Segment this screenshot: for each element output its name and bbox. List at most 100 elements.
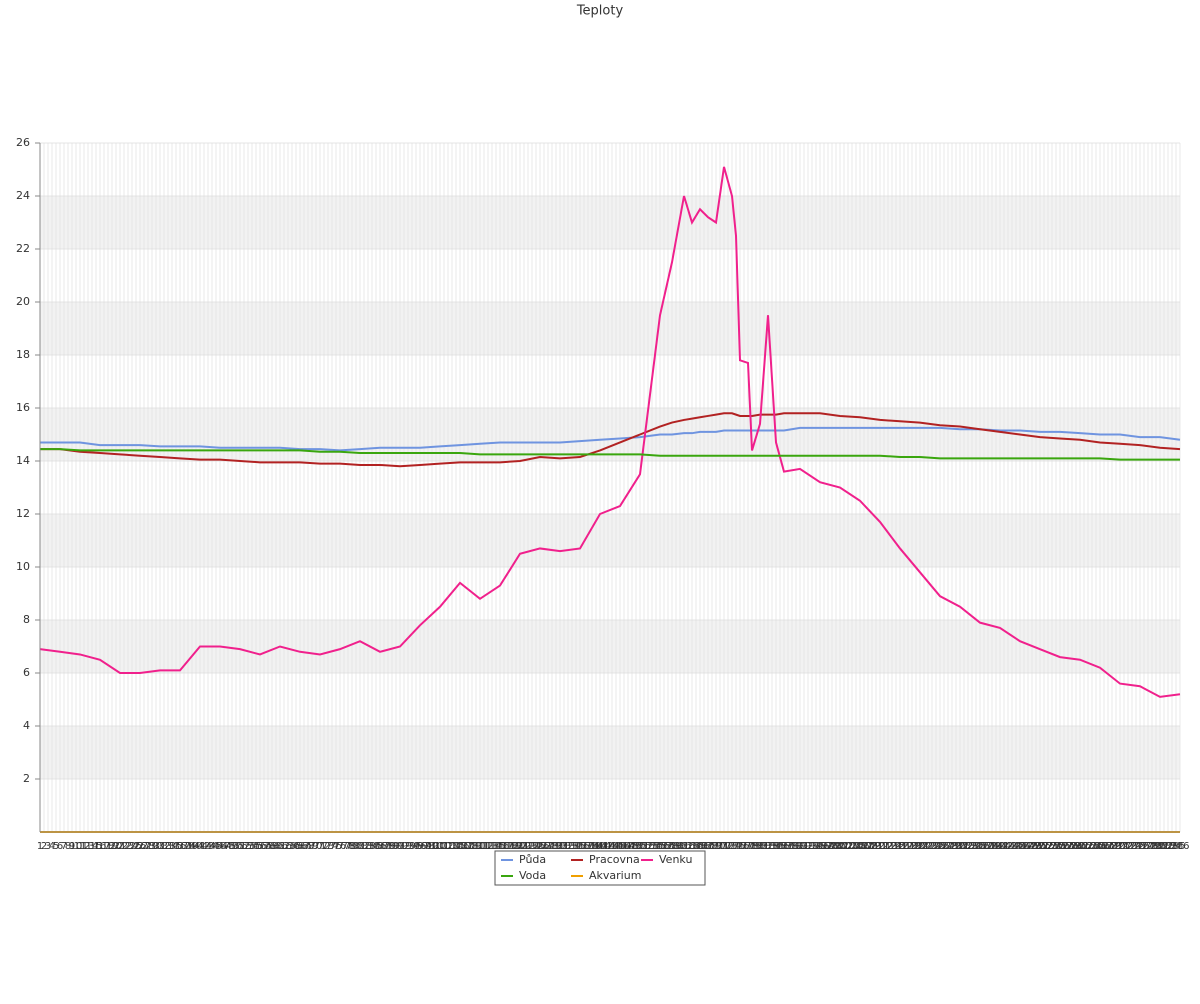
x-tick-label: 120 xyxy=(506,841,525,852)
x-tick-label: 231 xyxy=(950,841,969,852)
x-tick-label: 14 xyxy=(86,841,99,852)
x-tick-label: 82 xyxy=(358,841,371,852)
x-tick-label: 88 xyxy=(382,841,395,852)
x-tick-label: 149 xyxy=(622,841,641,852)
legend-label: Voda xyxy=(519,869,546,882)
x-tick-label: 239 xyxy=(982,841,1001,852)
x-tick-label: 99 xyxy=(426,841,439,852)
x-tick-label: 146 xyxy=(610,841,629,852)
x-tick-label: 102 xyxy=(434,841,453,852)
x-tick-label: 248 xyxy=(1018,841,1037,852)
x-tick-label: 7 xyxy=(61,841,67,852)
x-tick-label: 26 xyxy=(134,841,147,852)
x-tick-label: 270 xyxy=(1106,841,1125,852)
x-tick-label: 190 xyxy=(786,841,805,852)
x-tick-label: 124 xyxy=(522,841,541,852)
x-tick-label: 18 xyxy=(102,841,115,852)
x-tick-label: 135 xyxy=(566,841,585,852)
x-tick-label: 194 xyxy=(802,841,821,852)
x-tick-label: 242 xyxy=(994,841,1013,852)
x-tick-label: 9 xyxy=(69,841,75,852)
x-tick-label: 192 xyxy=(794,841,813,852)
x-tick-label: 4 xyxy=(49,841,55,852)
x-tick-label: 203 xyxy=(838,841,857,852)
x-tick-label: 180 xyxy=(746,841,765,852)
x-tick-label: 103 xyxy=(438,841,457,852)
x-tick-label: 16 xyxy=(94,841,107,852)
x-tick-label: 218 xyxy=(898,841,917,852)
x-tick-label: 48 xyxy=(222,841,235,852)
x-tick-label: 201 xyxy=(830,841,849,852)
grid-band xyxy=(40,726,1180,779)
x-tick-label: 224 xyxy=(922,841,941,852)
x-tick-label: 27 xyxy=(138,841,151,852)
x-tick-label: 187 xyxy=(774,841,793,852)
x-tick-label: 66 xyxy=(294,841,307,852)
x-tick-label: 268 xyxy=(1098,841,1117,852)
x-tick-label: 282 xyxy=(1154,841,1173,852)
x-tick-label: 151 xyxy=(630,841,649,852)
x-tick-label: 142 xyxy=(594,841,613,852)
x-tick-label: 265 xyxy=(1086,841,1105,852)
x-tick-label: 129 xyxy=(542,841,561,852)
x-tick-label: 127 xyxy=(534,841,553,852)
x-tick-label: 59 xyxy=(266,841,279,852)
legend-label: Půda xyxy=(519,853,546,866)
x-tick-label: 114 xyxy=(482,841,501,852)
grid-band xyxy=(40,196,1180,249)
x-tick-label: 8 xyxy=(65,841,71,852)
x-tick-label: 141 xyxy=(590,841,609,852)
x-tick-label: 105 xyxy=(446,841,465,852)
x-tick-label: 39 xyxy=(186,841,199,852)
x-tick-label: 275 xyxy=(1126,841,1145,852)
x-tick-label: 173 xyxy=(718,841,737,852)
x-tick-label: 95 xyxy=(410,841,423,852)
x-tick-label: 91 xyxy=(394,841,407,852)
x-tick-label: 148 xyxy=(618,841,637,852)
x-tick-label: 235 xyxy=(966,841,985,852)
x-tick-label: 47 xyxy=(218,841,231,852)
x-tick-label: 246 xyxy=(1010,841,1029,852)
legend-label: Venku xyxy=(659,853,692,866)
x-tick-label: 236 xyxy=(970,841,989,852)
x-tick-label: 86 xyxy=(374,841,387,852)
x-tick-label: 29 xyxy=(146,841,159,852)
x-tick-label: 266 xyxy=(1090,841,1109,852)
x-tick-label: 225 xyxy=(926,841,945,852)
x-tick-label: 78 xyxy=(342,841,355,852)
x-tick-label: 256 xyxy=(1050,841,1069,852)
x-tick-label: 238 xyxy=(978,841,997,852)
x-tick-label: 264 xyxy=(1082,841,1101,852)
x-tick-label: 55 xyxy=(250,841,263,852)
x-tick-label: 276 xyxy=(1130,841,1149,852)
x-tick-label: 171 xyxy=(710,841,729,852)
x-tick-label: 139 xyxy=(582,841,601,852)
grid-band xyxy=(40,620,1180,673)
x-tick-label: 54 xyxy=(246,841,259,852)
x-tick-label: 119 xyxy=(502,841,521,852)
x-tick-label: 226 xyxy=(930,841,949,852)
x-tick-label: 38 xyxy=(182,841,195,852)
legend-label: Akvarium xyxy=(589,869,641,882)
x-tick-label: 128 xyxy=(538,841,557,852)
x-tick-label: 214 xyxy=(882,841,901,852)
x-tick-label: 152 xyxy=(634,841,653,852)
grid-band xyxy=(40,408,1180,461)
x-tick-label: 181 xyxy=(750,841,769,852)
x-tick-label: 116 xyxy=(490,841,509,852)
x-tick-label: 227 xyxy=(934,841,953,852)
x-tick-label: 208 xyxy=(858,841,877,852)
x-tick-label: 206 xyxy=(850,841,869,852)
x-tick-label: 198 xyxy=(818,841,837,852)
x-tick-label: 123 xyxy=(518,841,537,852)
x-tick-label: 81 xyxy=(354,841,367,852)
x-tick-label: 197 xyxy=(814,841,833,852)
x-tick-label: 126 xyxy=(530,841,549,852)
chart-title: Teploty xyxy=(576,4,624,19)
y-tick-label: 10 xyxy=(16,560,30,573)
x-tick-label: 145 xyxy=(606,841,625,852)
x-tick-label: 254 xyxy=(1042,841,1061,852)
x-tick-label: 232 xyxy=(954,841,973,852)
x-tick-label: 143 xyxy=(598,841,617,852)
